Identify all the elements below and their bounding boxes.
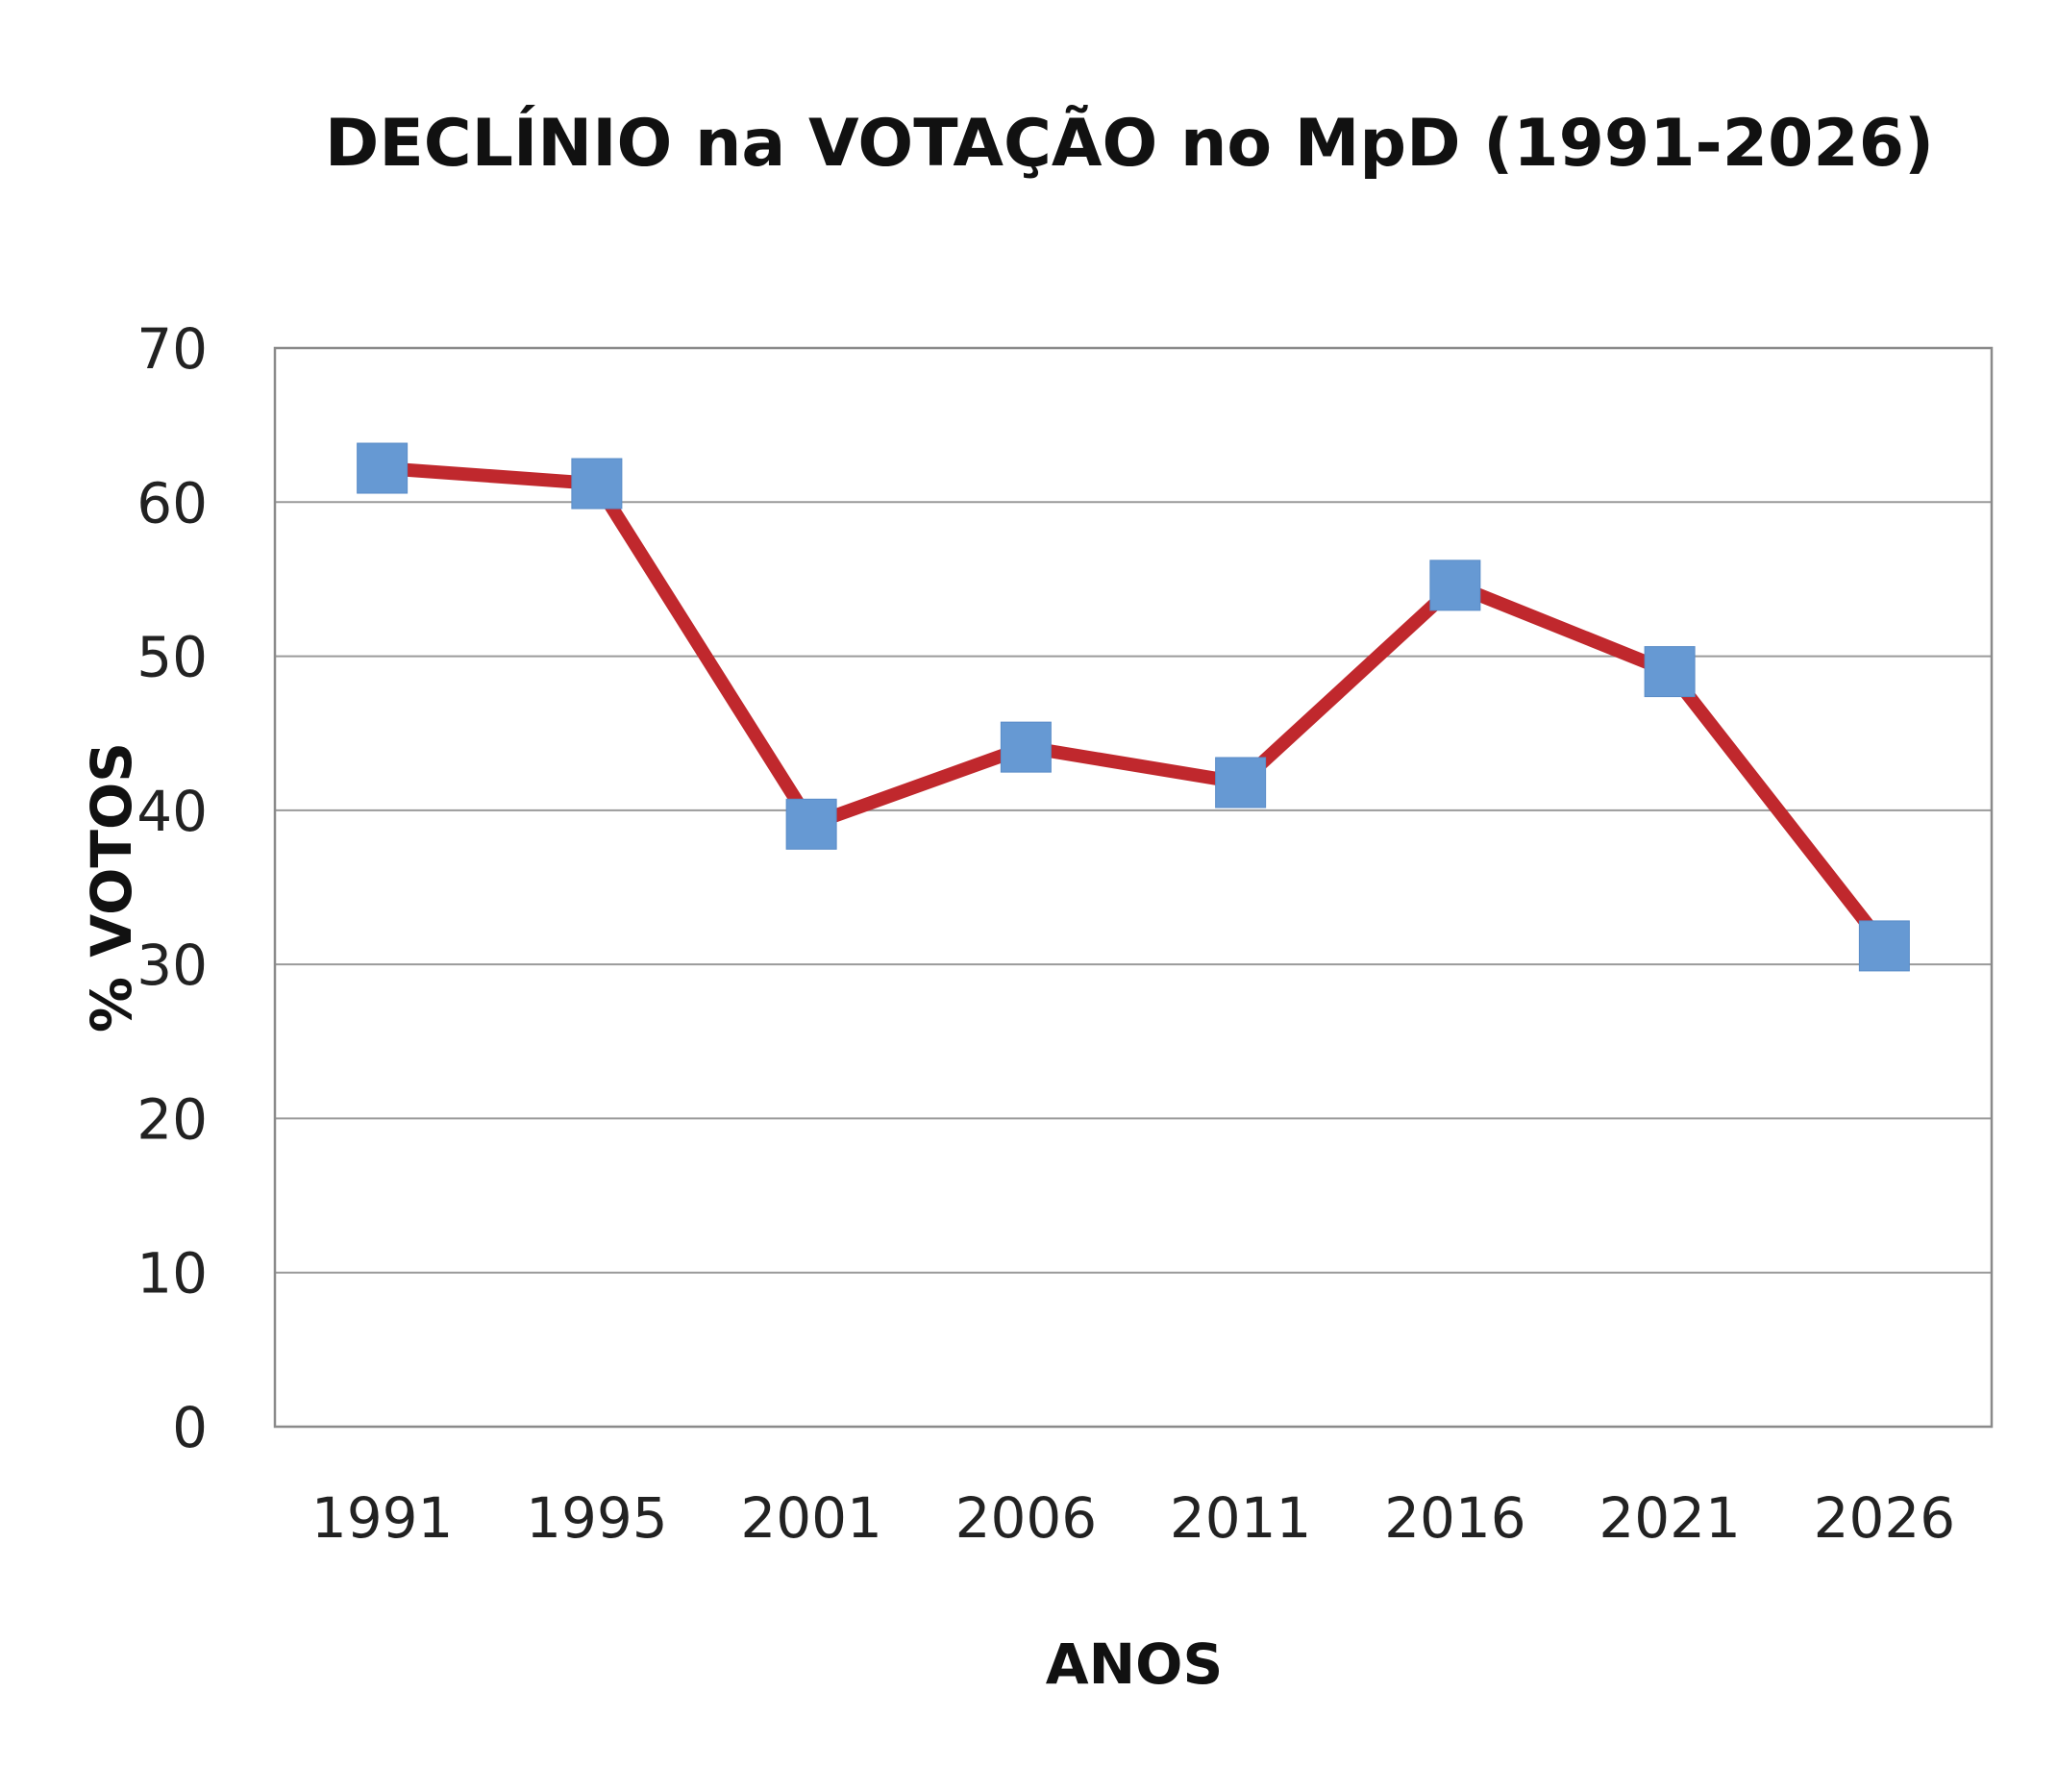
data-point-2001 [785, 798, 837, 850]
x-tick-label: 2006 [955, 1485, 1098, 1551]
series-mpd [357, 442, 1910, 972]
x-tick-label: 2026 [1814, 1485, 1956, 1551]
data-point-1995 [571, 458, 623, 510]
x-tick-label: 2001 [740, 1485, 882, 1551]
x-axis-ticks: 1991 1995 2001 2006 2011 2016 2021 2026 [311, 1485, 1955, 1551]
plot-area [273, 346, 1994, 1429]
y-tick-label: 0 [172, 1395, 208, 1460]
y-axis-title: % VOTOS [79, 742, 144, 1033]
data-point-2026 [1858, 920, 1910, 972]
x-tick-label: 2021 [1599, 1485, 1741, 1551]
data-point-2011 [1215, 757, 1267, 809]
x-axis-title: ANOS [1046, 1631, 1224, 1697]
gridlines [275, 501, 1992, 1274]
x-tick-label: 1995 [526, 1485, 668, 1551]
data-point-2006 [1000, 721, 1052, 773]
y-tick-label: 10 [136, 1241, 208, 1307]
x-tick-label: 1991 [311, 1485, 454, 1551]
y-tick-label: 30 [136, 933, 208, 998]
y-tick-label: 50 [136, 625, 208, 690]
y-tick-label: 70 [136, 316, 208, 382]
y-tick-label: 40 [136, 779, 208, 844]
data-point-2016 [1429, 560, 1481, 611]
y-tick-label: 20 [136, 1086, 208, 1152]
series-line [375, 461, 1892, 953]
chart-title: DECLÍNIO na VOTAÇÃO no MpD (1991-2026) [325, 105, 1934, 182]
data-point-2021 [1644, 646, 1696, 698]
x-tick-label: 2016 [1384, 1485, 1526, 1551]
y-tick-label: 60 [136, 470, 208, 535]
data-point-1991 [357, 442, 409, 494]
y-axis-ticks: 0 10 20 30 40 50 60 70 [136, 316, 208, 1460]
x-tick-label: 2011 [1170, 1485, 1312, 1551]
